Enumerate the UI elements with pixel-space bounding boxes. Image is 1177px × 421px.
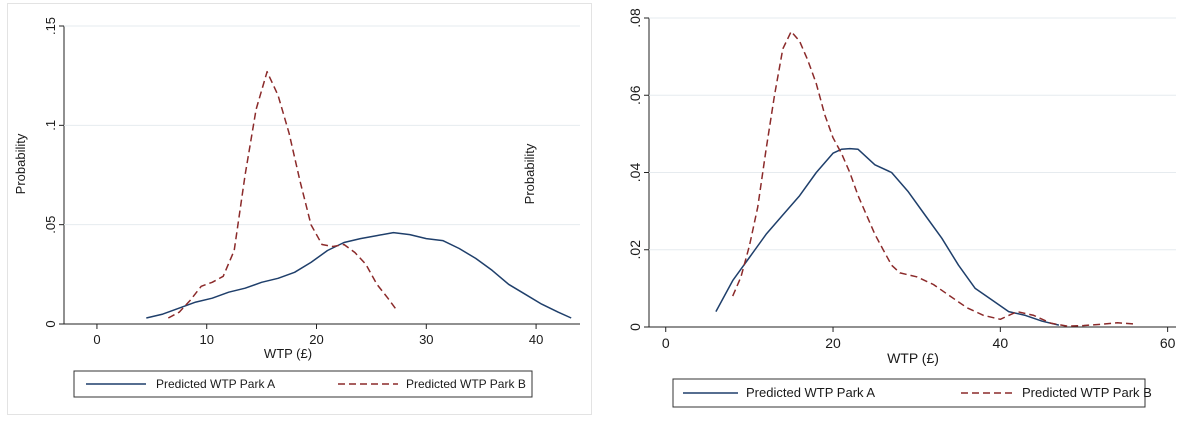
left-density-chart: .15 .1 .05 0 0 10 20 30 40 Probability Probabil… [13, 17, 580, 398]
left-y-tick-label: 0 [43, 320, 58, 327]
left-series-line-park-a [146, 231, 572, 319]
right-y-tick-label: .06 [627, 85, 643, 105]
right-y-tick-label: .04 [627, 163, 643, 183]
left-secondary-y-axis-label: Probability [522, 143, 537, 204]
left-x-tick-label: 0 [93, 332, 100, 347]
right-x-tick-label: 60 [1160, 335, 1176, 351]
right-density-chart: .08 .06 .04 .02 0 0 20 40 60 WTP (£) Predicted … [627, 8, 1176, 408]
right-legend-label: Predicted WTP Park B [1022, 385, 1152, 400]
left-x-tick-label: 20 [309, 332, 323, 347]
right-y-tick-label: 0 [627, 323, 643, 331]
right-series-line-park-a [715, 147, 1060, 326]
left-legend-label: Predicted WTP Park A [156, 377, 275, 391]
left-x-tick-label: 10 [199, 332, 213, 347]
left-legend-label: Predicted WTP Park B [406, 377, 526, 391]
left-series-line-park-b [167, 70, 398, 319]
left-y-axis-label: Probability [13, 133, 28, 194]
right-x-tick-label: 20 [825, 335, 841, 351]
right-chart-panel: .08 .06 .04 .02 0 0 20 40 60 WTP (£) Predicted … [608, 0, 1177, 421]
left-x-tick-label: 30 [419, 332, 433, 347]
right-x-tick-label: 0 [662, 335, 670, 351]
right-x-axis-label: WTP (£) [887, 350, 939, 366]
left-y-tick-label: .1 [43, 120, 58, 131]
right-y-tick-label: .02 [627, 240, 643, 260]
right-legend-label: Predicted WTP Park A [746, 385, 875, 400]
left-chart-panel: .15 .1 .05 0 0 10 20 30 40 Probability Probabil… [7, 3, 592, 415]
left-y-tick-label: .15 [43, 17, 58, 35]
right-series-line-park-b [732, 30, 1135, 327]
right-x-tick-label: 40 [993, 335, 1009, 351]
right-legend-box [672, 378, 1146, 408]
left-x-tick-label: 40 [529, 332, 543, 347]
left-legend-box [73, 370, 533, 398]
left-x-axis-label: WTP (£) [264, 346, 312, 361]
right-y-tick-label: .08 [627, 8, 643, 28]
left-y-tick-label: .05 [43, 216, 58, 234]
